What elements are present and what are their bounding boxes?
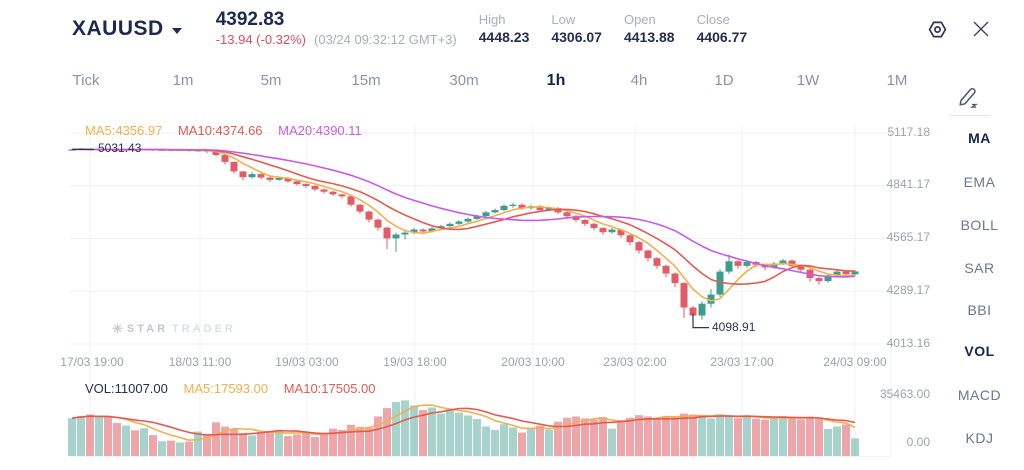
vol-tick-zero: 0.00 bbox=[906, 435, 930, 449]
x-tick-1: 18/03 11:00 bbox=[168, 355, 232, 369]
symbol-selector[interactable]: XAUUSD bbox=[72, 17, 182, 41]
vol-ma10-legend: MA10:17505.00 bbox=[283, 381, 376, 396]
candlestick-volume-plot[interactable] bbox=[0, 110, 935, 470]
star-logo-icon: ✳ bbox=[112, 321, 123, 336]
timeframe-tick[interactable]: Tick bbox=[72, 72, 100, 89]
x-tick-4: 20/03 10:00 bbox=[501, 355, 565, 369]
indicator-sidebar: MA EMA BOLL SAR BBI VOL MACD KDJ bbox=[935, 110, 1024, 470]
ma20-legend: MA20:4390.11 bbox=[278, 123, 362, 138]
y-tick-2: 4565.17 bbox=[886, 230, 930, 244]
sidebar-item-ema[interactable]: EMA bbox=[963, 174, 996, 190]
startrader-watermark: ✳ STAR TRADER bbox=[112, 321, 236, 336]
ohlc-stats: High 4448.23 Low 4306.07 Open 4413.88 Cl… bbox=[479, 11, 747, 47]
x-tick-2: 19/03 03:00 bbox=[275, 355, 339, 369]
timeframe-1m[interactable]: 1m bbox=[172, 72, 194, 89]
settings-gear-icon[interactable] bbox=[925, 17, 950, 42]
vol-value-legend: VOL:11007.00 bbox=[85, 381, 168, 396]
ma10-legend: MA10:4374.66 bbox=[177, 123, 263, 138]
symbol-name: XAUUSD bbox=[72, 17, 164, 40]
close-icon[interactable] bbox=[970, 18, 992, 40]
sidebar-divider bbox=[949, 115, 991, 116]
x-tick-0: 17/03 19:00 bbox=[60, 355, 124, 369]
timeframe-1w[interactable]: 1W bbox=[796, 72, 820, 89]
price-block: 4392.83 -13.94 (-0.32%) (03/24 09:32:12 … bbox=[216, 9, 457, 49]
sidebar-item-vol[interactable]: VOL bbox=[964, 343, 995, 359]
open-price-annotation: 5031.43 bbox=[98, 141, 142, 155]
timeframe-bar: Tick 1m 5m 15m 30m 1h 4h 1D 1W 1M bbox=[0, 60, 935, 104]
sidebar-item-boll[interactable]: BOLL bbox=[960, 217, 999, 233]
stat-close: Close 4406.77 bbox=[696, 12, 748, 45]
volume-legend: VOL:11007.00 MA5:17593.00 MA10:17505.00 bbox=[85, 381, 388, 396]
x-tick-3: 19/03 18:00 bbox=[383, 355, 447, 369]
chart-canvas[interactable]: MA5:4356.97 MA10:4374.66 MA20:4390.11 50… bbox=[0, 110, 935, 470]
stat-low: Low 4306.07 bbox=[551, 12, 602, 45]
low-price-annotation: 4098.91 bbox=[712, 320, 756, 334]
timeframe-1d[interactable]: 1D bbox=[714, 72, 734, 89]
price-change: -13.94 (-0.32%) bbox=[215, 32, 307, 47]
y-tick-4: 4013.16 bbox=[886, 336, 930, 350]
timeframe-15m[interactable]: 15m bbox=[351, 72, 381, 89]
timeframe-1h[interactable]: 1h bbox=[546, 72, 566, 89]
x-tick-7: 24/03 09:00 bbox=[823, 355, 887, 369]
sidebar-item-kdj[interactable]: KDJ bbox=[965, 430, 994, 446]
stat-open: Open 4413.88 bbox=[623, 12, 675, 45]
sidebar-item-bbi[interactable]: BBI bbox=[967, 302, 992, 318]
y-tick-3: 4289.17 bbox=[886, 283, 930, 297]
x-tick-5: 23/03 02:00 bbox=[603, 355, 667, 369]
stat-high: High 4448.23 bbox=[478, 12, 530, 45]
chart-header: XAUUSD 4392.83 -13.94 (-0.32%) (03/24 09… bbox=[0, 0, 1024, 58]
chevron-down-icon bbox=[171, 27, 182, 34]
vol-tick-max: 35463.00 bbox=[879, 387, 930, 401]
y-tick-0: 5117.18 bbox=[887, 125, 931, 139]
timeframe-30m[interactable]: 30m bbox=[449, 72, 479, 89]
timeframe-1m-month[interactable]: 1M bbox=[886, 72, 908, 89]
ma5-legend: MA5:4356.97 bbox=[85, 123, 163, 138]
last-price: 4392.83 bbox=[215, 9, 285, 30]
vol-ma5-legend: MA5:17593.00 bbox=[183, 381, 269, 396]
price-ma-legend: MA5:4356.97 MA10:4374.66 MA20:4390.11 bbox=[85, 123, 374, 138]
sidebar-item-ma[interactable]: MA bbox=[968, 130, 991, 146]
draw-tools-pencil-icon[interactable] bbox=[956, 84, 982, 108]
quote-timestamp: (03/24 09:32:12 GMT+3) bbox=[314, 32, 457, 47]
y-tick-1: 4841.17 bbox=[886, 177, 930, 191]
timeframe-5m[interactable]: 5m bbox=[260, 72, 282, 89]
timeframe-4h[interactable]: 4h bbox=[630, 72, 648, 89]
x-tick-6: 23/03 17:00 bbox=[710, 355, 774, 369]
sidebar-item-sar[interactable]: SAR bbox=[964, 260, 995, 276]
sidebar-item-macd[interactable]: MACD bbox=[957, 387, 1002, 403]
